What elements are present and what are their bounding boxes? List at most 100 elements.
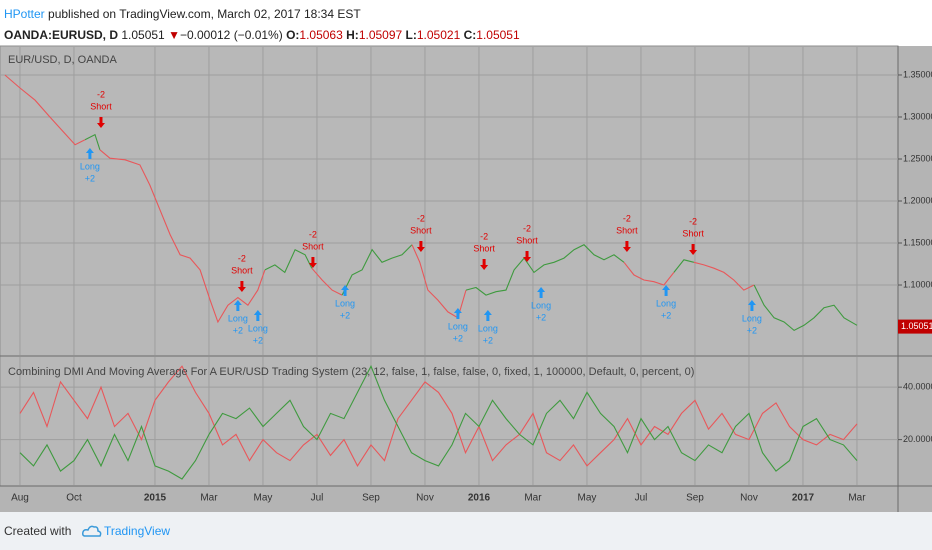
signal-text: Short <box>682 228 704 238</box>
y-tick-label: 1.20000 <box>903 195 932 205</box>
y-tick-label: 1.25000 <box>903 153 932 163</box>
signal-arrow <box>537 287 546 299</box>
plot-layer: Aug Oct 2015 Mar May Jul Sep Nov 2016 Mar May Jul Se… <box>0 47 932 504</box>
y-tick-label: 20.0000 <box>903 434 932 444</box>
signal-text: Long <box>80 161 100 171</box>
x-tick-label: Nov <box>740 493 758 504</box>
series-line <box>693 261 755 291</box>
ohlc-value: 1.05021 <box>416 28 461 42</box>
x-tick-label: Mar <box>200 493 218 504</box>
signal-text: Long <box>656 298 676 308</box>
signal-text: +2 <box>253 335 263 345</box>
signal-text: +2 <box>85 173 95 183</box>
signal-text: -2 <box>309 229 317 239</box>
signal-text: +2 <box>340 310 350 320</box>
y-tick-label: 1.10000 <box>903 279 932 289</box>
signal-text: -2 <box>689 216 697 226</box>
publish-line: HPotter published on TradingView.com, Ma… <box>4 4 520 25</box>
signal-arrow <box>96 116 105 128</box>
logo <box>82 525 102 537</box>
publisher[interactable]: HPotter <box>4 7 45 21</box>
indicator-title: Combining DMI And Moving Average For A E… <box>8 366 694 378</box>
x-tick-label: May <box>578 493 597 504</box>
series-line <box>84 133 101 150</box>
signal-arrow <box>416 240 425 252</box>
ohlc-key: O: <box>286 28 300 42</box>
series-line <box>753 284 858 332</box>
signal-text: -2 <box>480 231 488 241</box>
x-tick-label: 2015 <box>144 493 167 504</box>
signal-arrow <box>85 147 94 159</box>
series-line <box>264 248 313 274</box>
x-tick-label: May <box>254 493 273 504</box>
y-tick-label: 1.35000 <box>903 69 932 79</box>
ohlc-key: C: <box>463 28 477 42</box>
signal-text: +2 <box>453 333 463 343</box>
signal-arrow <box>523 250 532 262</box>
x-tick-label: Mar <box>848 493 866 504</box>
x-tick-label: Nov <box>416 493 434 504</box>
series-line <box>19 365 858 468</box>
x-tick-label: 2017 <box>792 493 815 504</box>
signal-text: +2 <box>233 325 243 335</box>
chart: Aug Oct 2015 Mar May Jul Sep Nov 2016 Mar May Jul Se… <box>0 45 932 512</box>
signal-text: Long <box>248 323 268 333</box>
y-tick-label: 1.15000 <box>903 237 932 247</box>
ohlc-key: H: <box>346 28 359 42</box>
brand[interactable]: TradingView <box>104 524 171 538</box>
signal-text: Short <box>90 101 112 111</box>
signal-arrow <box>233 300 242 312</box>
last-price-label: 1.05051 <box>901 321 932 331</box>
last: 1.05051 <box>121 28 165 42</box>
ohlc-key: L: <box>405 28 417 42</box>
signal-text: Short <box>231 265 253 275</box>
series-line <box>19 364 858 480</box>
signal-arrow <box>308 257 317 269</box>
x-tick-label: Jul <box>635 493 648 504</box>
change: −0.00012 (−0.01%) <box>179 28 283 42</box>
published: published on TradingView.com, March 02, … <box>48 7 361 21</box>
signal-arrow <box>622 240 631 252</box>
header: HPotter published on TradingView.com, Ma… <box>4 4 520 46</box>
x-tick-label: Sep <box>686 493 704 504</box>
signal-arrow <box>483 310 492 322</box>
signal-text: Short <box>616 225 638 235</box>
signal-text: -2 <box>523 223 531 233</box>
ohlc-value: 1.05063 <box>299 28 343 42</box>
signal-text: Short <box>410 225 432 235</box>
signal-text: Short <box>516 235 538 245</box>
signal-text: -2 <box>417 213 425 223</box>
signal-arrow <box>237 280 246 292</box>
signal-text: Long <box>478 323 498 333</box>
signal-text: +2 <box>661 310 671 320</box>
signal-text: -2 <box>238 253 246 263</box>
symbol: OANDA:EURUSD, D <box>4 28 118 42</box>
series-line <box>4 74 86 146</box>
change-arrow: ▼ <box>168 28 180 42</box>
signal-text: +2 <box>536 312 546 322</box>
x-tick-label: 2016 <box>468 493 491 504</box>
y-tick-label: 1.30000 <box>903 111 932 121</box>
series-line <box>311 267 343 296</box>
price-pane-title: EUR/USD, D, OANDA <box>8 54 117 66</box>
series-line <box>465 244 625 296</box>
signal-text: Long <box>228 313 248 323</box>
series-line <box>341 244 413 296</box>
x-tick-label: Sep <box>362 493 380 504</box>
y-tick-label: 40.0000 <box>903 382 932 392</box>
signal-arrow <box>480 258 489 270</box>
footer-text: Created with <box>4 524 72 538</box>
signal-arrow <box>453 308 462 320</box>
signal-text: Long <box>448 321 468 331</box>
ohlc: O:1.05063 H:1.05097 L:1.05021 C:1.05051 <box>286 28 520 42</box>
signal-arrow <box>341 285 350 297</box>
signal-text: Long <box>531 300 551 310</box>
series-line <box>99 149 266 324</box>
signal-text: Short <box>302 241 324 251</box>
signal-text: +2 <box>483 335 493 345</box>
plot-area <box>0 45 899 487</box>
x-tick-label: Aug <box>11 493 29 504</box>
series-line <box>673 259 695 273</box>
signal-arrow <box>662 285 671 297</box>
